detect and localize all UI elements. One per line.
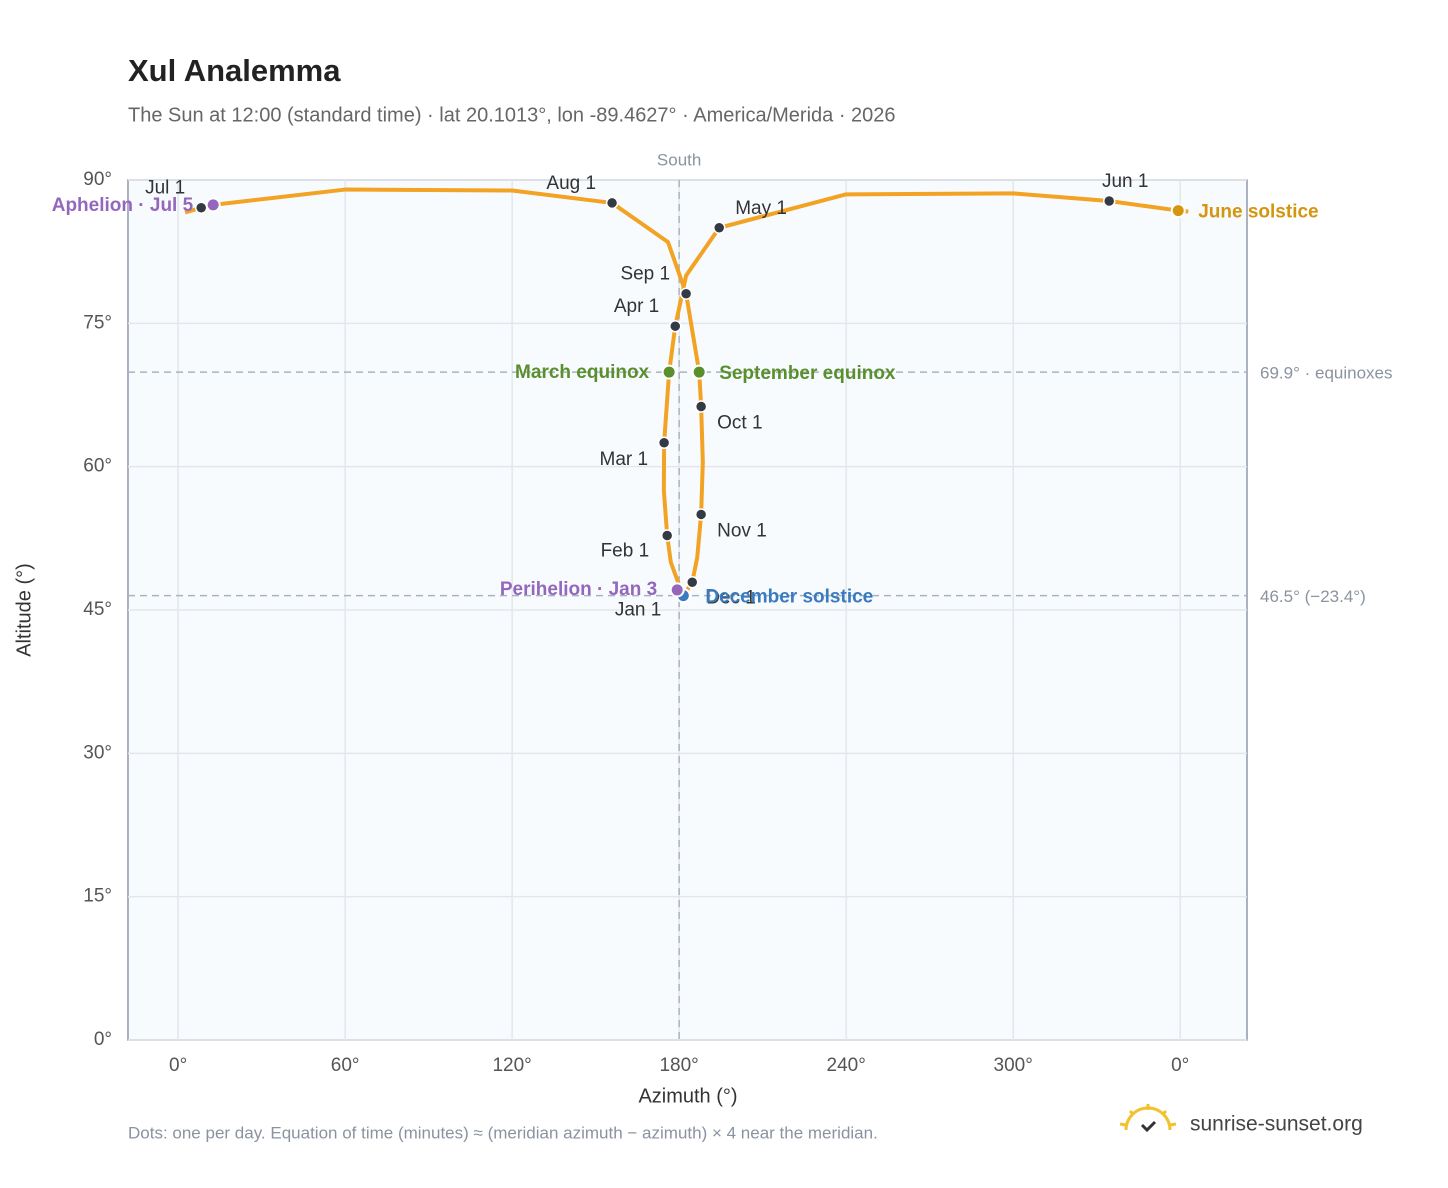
month-marker xyxy=(660,529,674,542)
event-label: Perihelion · Jan 3 xyxy=(500,579,657,600)
y-tick-label: 45° xyxy=(83,599,112,620)
month-label: Nov 1 xyxy=(717,520,767,541)
month-marker xyxy=(694,508,708,521)
x-tick-label: 180° xyxy=(659,1055,698,1076)
x-tick-label: 240° xyxy=(827,1055,866,1076)
month-label: Dec 1 xyxy=(706,587,756,608)
y-axis-title: Altitude (°) xyxy=(13,563,35,657)
event-label: June solstice xyxy=(1198,202,1318,223)
brand: sunrise-sunset.org xyxy=(1190,1113,1363,1136)
month-marker xyxy=(669,319,682,333)
y-tick-label: 60° xyxy=(83,456,112,477)
month-marker xyxy=(712,221,726,235)
x-tick-label: 0° xyxy=(1171,1055,1189,1076)
x-tick-label: 300° xyxy=(994,1055,1033,1076)
month-marker xyxy=(685,576,699,589)
month-marker xyxy=(679,287,693,300)
month-marker xyxy=(194,201,208,214)
footnote: Dots: one per day. Equation of time (min… xyxy=(128,1123,878,1142)
month-marker xyxy=(605,196,619,210)
month-label: Sep 1 xyxy=(620,264,670,285)
event-marker xyxy=(691,364,707,380)
y-tick-label: 90° xyxy=(83,169,112,190)
brand-logo xyxy=(1119,1104,1177,1133)
analemma-line xyxy=(661,191,1189,598)
y-tick-label: 75° xyxy=(83,312,112,333)
y-tick-label: 15° xyxy=(83,886,112,907)
month-label: Mar 1 xyxy=(600,449,649,470)
event-marker xyxy=(205,197,221,213)
event-label: September equinox xyxy=(719,363,896,384)
event-marker xyxy=(1170,203,1186,219)
month-label: Aug 1 xyxy=(546,173,596,194)
month-label: May 1 xyxy=(735,198,787,219)
event-label: March equinox xyxy=(515,362,650,383)
month-marker xyxy=(694,400,708,413)
chart-title: Xul Analemma xyxy=(128,53,341,88)
event-label: Aphelion · Jul 5 xyxy=(52,195,194,216)
y-tick-label: 0° xyxy=(94,1029,112,1050)
event-marker xyxy=(661,364,677,380)
x-axis-title: Azimuth (°) xyxy=(638,1085,737,1107)
subtitle: The Sun at 12:00 (standard time) · lat 2… xyxy=(128,104,896,126)
month-label: Oct 1 xyxy=(717,412,762,433)
month-label: Jan 1 xyxy=(615,600,661,621)
reference-label: 46.5° (−23.4°) xyxy=(1260,587,1366,606)
y-tick-label: 30° xyxy=(83,742,112,763)
month-marker xyxy=(657,436,671,450)
month-label: Jul 1 xyxy=(145,178,185,199)
month-label: Jun 1 xyxy=(1102,171,1148,192)
plot-layer: 0° 60° 120° 180° 240° 300° 0° 0° 15° 30° 45° 60° 75°… xyxy=(52,150,1393,1076)
x-tick-label: 60° xyxy=(331,1055,360,1076)
event-label: December solstice xyxy=(705,587,873,608)
month-marker xyxy=(1102,194,1116,208)
reference-label: 69.9° · equinoxes xyxy=(1260,364,1393,383)
month-label: Feb 1 xyxy=(601,540,650,561)
reference-label: South xyxy=(657,150,701,169)
analemma-line xyxy=(184,187,705,598)
month-label: Apr 1 xyxy=(614,296,659,317)
x-tick-label: 0° xyxy=(169,1055,187,1076)
x-tick-label: 120° xyxy=(492,1055,531,1076)
event-marker xyxy=(669,582,685,598)
